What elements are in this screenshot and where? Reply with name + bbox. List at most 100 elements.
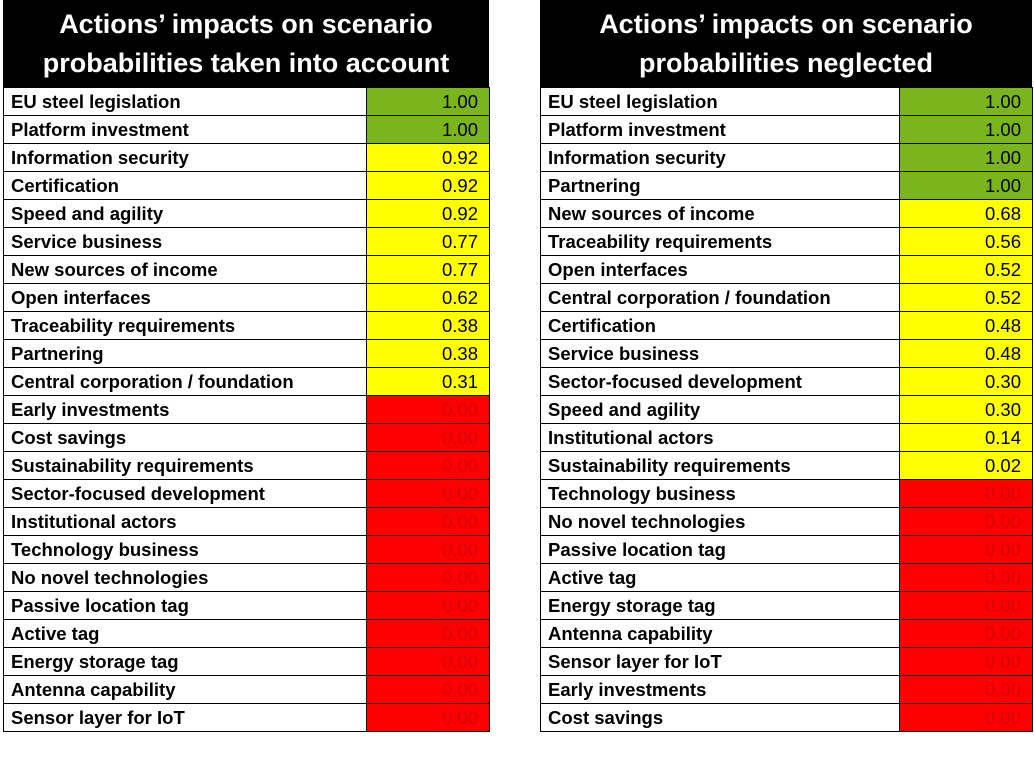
probability-value-cell: 1.00 (899, 115, 1033, 144)
table-row: Active tag 0.00 (3, 619, 490, 648)
probability-value-cell: 0.68 (899, 199, 1033, 228)
table-row: Speed and agility 0.30 (540, 395, 1033, 424)
probability-value-cell: 0.56 (899, 227, 1033, 256)
action-label: Certification (3, 171, 367, 200)
probability-value-cell: 0.00 (366, 395, 490, 424)
action-label: Certification (540, 311, 900, 340)
table-row: Traceability requirements 0.56 (540, 227, 1033, 256)
table-row: Partnering 0.38 (3, 339, 490, 368)
table-row: Speed and agility 0.92 (3, 199, 490, 228)
table-row: Information security 0.92 (3, 143, 490, 172)
probability-value-cell: 0.00 (899, 619, 1033, 648)
table-row: New sources of income 0.77 (3, 255, 490, 284)
action-label: Central corporation / foundation (540, 283, 900, 312)
action-label: No novel technologies (540, 507, 900, 536)
action-label: Sensor layer for IoT (3, 703, 367, 732)
probability-value-cell: 0.00 (366, 619, 490, 648)
table-row: Service business 0.48 (540, 339, 1033, 368)
action-label: Antenna capability (540, 619, 900, 648)
action-label: Energy storage tag (540, 591, 900, 620)
table-row: Central corporation / foundation 0.31 (3, 367, 490, 396)
action-label: Traceability requirements (3, 311, 367, 340)
action-label: Partnering (3, 339, 367, 368)
table-row: Sensor layer for IoT 0.00 (540, 647, 1033, 676)
action-label: Early investments (3, 395, 367, 424)
probability-value-cell: 0.14 (899, 423, 1033, 452)
probability-value-cell: 1.00 (899, 171, 1033, 200)
probability-value-cell: 1.00 (366, 87, 490, 116)
action-label: Passive location tag (3, 591, 367, 620)
probability-value-cell: 0.00 (366, 479, 490, 508)
action-label: Service business (3, 227, 367, 256)
probability-value-cell: 0.02 (899, 451, 1033, 480)
table-row: Certification 0.92 (3, 171, 490, 200)
probability-value-cell: 0.00 (366, 535, 490, 564)
probability-value-cell: 0.00 (899, 675, 1033, 704)
action-label: Speed and agility (540, 395, 900, 424)
probability-value-cell: 0.00 (899, 507, 1033, 536)
probability-value-cell: 0.52 (899, 255, 1033, 284)
table-row: Sector-focused development 0.00 (3, 479, 490, 508)
table-row: Institutional actors 0.14 (540, 423, 1033, 452)
probability-value-cell: 0.48 (899, 311, 1033, 340)
table-row: Certification 0.48 (540, 311, 1033, 340)
table-row: Platform investment 1.00 (3, 115, 490, 144)
action-label: Information security (3, 143, 367, 172)
table-row: Technology business 0.00 (540, 479, 1033, 508)
action-label: Technology business (3, 535, 367, 564)
action-label: Sensor layer for IoT (540, 647, 900, 676)
action-label: Cost savings (540, 703, 900, 732)
action-label: Technology business (540, 479, 900, 508)
action-label: EU steel legislation (540, 87, 900, 116)
action-label: Institutional actors (3, 507, 367, 536)
action-label: Sector-focused development (3, 479, 367, 508)
probability-value-cell: 0.00 (366, 451, 490, 480)
action-label: New sources of income (3, 255, 367, 284)
probability-value-cell: 0.31 (366, 367, 490, 396)
table-row: Traceability requirements 0.38 (3, 311, 490, 340)
action-label: Open interfaces (540, 255, 900, 284)
action-label: Information security (540, 143, 900, 172)
table-row: New sources of income 0.68 (540, 199, 1033, 228)
action-label: Traceability requirements (540, 227, 900, 256)
action-label: Antenna capability (3, 675, 367, 704)
table-row: Passive location tag 0.00 (540, 535, 1033, 564)
action-label: Sustainability requirements (540, 451, 900, 480)
probability-value-cell: 0.38 (366, 311, 490, 340)
action-label: Central corporation / foundation (3, 367, 367, 396)
probability-value-cell: 0.00 (366, 563, 490, 592)
table-row: Passive location tag 0.00 (3, 591, 490, 620)
action-label: Institutional actors (540, 423, 900, 452)
probability-value-cell: 0.00 (899, 703, 1033, 732)
probability-value-cell: 0.00 (899, 647, 1033, 676)
table-row: Energy storage tag 0.00 (540, 591, 1033, 620)
table-row: EU steel legislation 1.00 (3, 87, 490, 116)
probability-value-cell: 0.48 (899, 339, 1033, 368)
probability-value-cell: 0.00 (899, 591, 1033, 620)
probability-value-cell: 0.00 (899, 563, 1033, 592)
probability-value-cell: 0.77 (366, 255, 490, 284)
probability-value-cell: 0.52 (899, 283, 1033, 312)
table-row: Active tag 0.00 (540, 563, 1033, 592)
probability-value-cell: 0.00 (366, 423, 490, 452)
table-row: Central corporation / foundation 0.52 (540, 283, 1033, 312)
table-row: Sustainability requirements 0.00 (3, 451, 490, 480)
table-row: EU steel legislation 1.00 (540, 87, 1033, 116)
action-label: Sustainability requirements (3, 451, 367, 480)
action-label: Platform investment (540, 115, 900, 144)
table-row: Antenna capability 0.00 (540, 619, 1033, 648)
action-label: Platform investment (3, 115, 367, 144)
table-row: Platform investment 1.00 (540, 115, 1033, 144)
table-row: Technology business 0.00 (3, 535, 490, 564)
table-row: No novel technologies 0.00 (540, 507, 1033, 536)
probability-table: EU steel legislation 1.00 Platform investm… (540, 87, 1033, 732)
probability-value-cell: 0.92 (366, 171, 490, 200)
table-title: Actions’ impacts on scenario probabiliti… (540, 0, 1032, 87)
action-label: Active tag (3, 619, 367, 648)
action-label: Speed and agility (3, 199, 367, 228)
probability-value-cell: 0.30 (899, 367, 1033, 396)
probability-value-cell: 0.62 (366, 283, 490, 312)
action-label: Passive location tag (540, 535, 900, 564)
table-row: Early investments 0.00 (540, 675, 1033, 704)
table-row: Antenna capability 0.00 (3, 675, 490, 704)
